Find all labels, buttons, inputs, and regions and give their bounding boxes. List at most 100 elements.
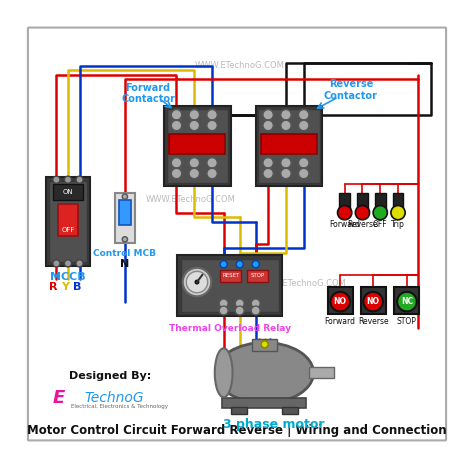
Circle shape (252, 261, 259, 268)
Circle shape (207, 158, 218, 168)
Circle shape (236, 261, 243, 268)
Text: NC: NC (401, 297, 413, 306)
Circle shape (391, 205, 405, 220)
Circle shape (195, 280, 199, 284)
Bar (181, 259, 279, 312)
Circle shape (337, 205, 352, 220)
Bar (177, 256, 283, 316)
Circle shape (171, 158, 182, 168)
Text: Designed By:: Designed By: (69, 371, 151, 381)
Bar (118, 200, 131, 225)
Circle shape (171, 168, 182, 179)
Circle shape (76, 176, 83, 183)
Text: B: B (73, 282, 81, 292)
Text: N: N (120, 259, 129, 269)
Circle shape (207, 168, 218, 179)
Circle shape (122, 237, 128, 242)
Text: NO: NO (366, 297, 380, 306)
Bar (309, 367, 334, 378)
Circle shape (219, 299, 228, 308)
Text: WWW.ETechnoG.COM: WWW.ETechnoG.COM (195, 61, 284, 70)
Circle shape (261, 341, 268, 348)
Circle shape (281, 120, 291, 131)
Circle shape (364, 292, 383, 311)
Circle shape (263, 120, 273, 131)
Circle shape (281, 158, 291, 168)
Text: Forward
Contactor: Forward Contactor (121, 83, 175, 104)
Circle shape (53, 260, 60, 267)
Text: ON: ON (63, 189, 73, 195)
Bar (394, 287, 419, 314)
Circle shape (219, 306, 228, 315)
Bar (53, 184, 83, 200)
Text: R: R (49, 282, 58, 292)
Circle shape (299, 120, 309, 131)
Text: STOP: STOP (250, 273, 264, 278)
Text: OFF: OFF (373, 219, 388, 229)
Circle shape (76, 260, 83, 267)
Bar (46, 177, 90, 266)
Text: E: E (53, 389, 65, 407)
Circle shape (235, 306, 244, 315)
Bar (361, 287, 385, 314)
Circle shape (64, 260, 72, 267)
Circle shape (186, 271, 208, 292)
Bar (222, 398, 306, 409)
Bar (255, 106, 322, 186)
Ellipse shape (215, 348, 233, 397)
Circle shape (220, 261, 227, 268)
Text: Forward: Forward (329, 219, 360, 229)
Circle shape (397, 292, 417, 311)
Circle shape (64, 176, 72, 183)
Bar (258, 109, 320, 183)
Circle shape (281, 168, 291, 179)
Circle shape (189, 120, 200, 131)
Bar (115, 193, 135, 243)
Bar (231, 407, 247, 414)
Bar (247, 270, 268, 282)
Text: OFF: OFF (61, 227, 74, 234)
Circle shape (263, 168, 273, 179)
Text: TechnoG: TechnoG (84, 391, 144, 405)
Bar (49, 181, 87, 263)
Circle shape (207, 110, 218, 120)
Text: Electrical, Electronics & Technology: Electrical, Electronics & Technology (71, 404, 168, 409)
Text: Y: Y (61, 282, 69, 292)
Text: WWW.ETechnoG.COM: WWW.ETechnoG.COM (257, 279, 347, 288)
Text: Reverse: Reverse (358, 317, 388, 326)
Circle shape (263, 158, 273, 168)
Bar (252, 339, 277, 351)
Circle shape (251, 306, 260, 315)
Bar (58, 204, 78, 236)
Text: Reverse
Contactor: Reverse Contactor (324, 79, 378, 101)
Bar (357, 193, 368, 212)
Text: 3 phase motor: 3 phase motor (223, 418, 324, 431)
Circle shape (330, 292, 350, 311)
Text: Forward: Forward (325, 317, 356, 326)
Text: WWW.ETechnoG.COM: WWW.ETechnoG.COM (146, 195, 236, 204)
Circle shape (189, 158, 200, 168)
Circle shape (235, 299, 244, 308)
Bar (375, 193, 385, 212)
Circle shape (251, 299, 260, 308)
Text: Thermal Overload Relay: Thermal Overload Relay (169, 324, 291, 333)
Circle shape (122, 194, 128, 199)
Circle shape (281, 110, 291, 120)
Bar (261, 134, 317, 154)
Bar (164, 106, 231, 186)
Circle shape (171, 110, 182, 120)
Bar (283, 407, 299, 414)
Circle shape (356, 205, 370, 220)
Bar (328, 287, 353, 314)
Circle shape (373, 205, 387, 220)
Bar (339, 193, 350, 212)
Circle shape (171, 120, 182, 131)
Circle shape (207, 120, 218, 131)
Text: Reverse: Reverse (347, 219, 378, 229)
Circle shape (183, 268, 211, 296)
Circle shape (189, 168, 200, 179)
Circle shape (299, 168, 309, 179)
Text: NO: NO (334, 297, 346, 306)
Text: RESET: RESET (222, 273, 239, 278)
Text: Control MCB: Control MCB (93, 249, 156, 258)
